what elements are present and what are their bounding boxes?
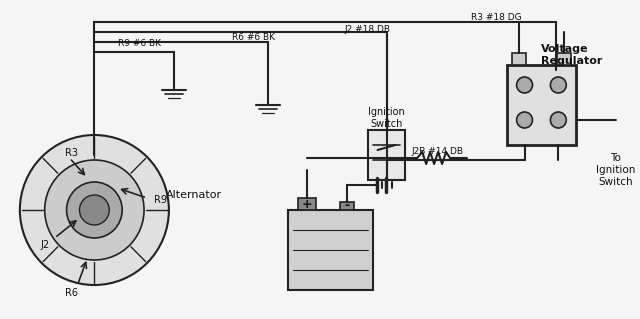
Bar bbox=[340, 202, 354, 210]
Text: Ignition
Switch: Ignition Switch bbox=[368, 107, 405, 129]
Text: Voltage
Regulator: Voltage Regulator bbox=[541, 44, 603, 66]
Text: R9 #6 BK: R9 #6 BK bbox=[118, 39, 161, 48]
Circle shape bbox=[20, 135, 169, 285]
Text: -: - bbox=[344, 199, 349, 212]
Bar bbox=[298, 198, 316, 210]
Text: Alternator: Alternator bbox=[166, 190, 222, 200]
Circle shape bbox=[516, 77, 532, 93]
Text: J2B #14 DB: J2B #14 DB bbox=[411, 147, 463, 157]
Text: J2: J2 bbox=[40, 240, 49, 250]
Text: +: + bbox=[301, 197, 312, 211]
Circle shape bbox=[79, 195, 109, 225]
Circle shape bbox=[550, 112, 566, 128]
Bar bbox=[557, 53, 572, 65]
Bar bbox=[507, 65, 576, 145]
Circle shape bbox=[550, 77, 566, 93]
Bar bbox=[511, 53, 525, 65]
Text: J2 #18 DB: J2 #18 DB bbox=[344, 26, 390, 34]
Bar bbox=[288, 210, 372, 290]
Text: R6 #6 BK: R6 #6 BK bbox=[232, 33, 275, 42]
Bar bbox=[367, 130, 405, 180]
Circle shape bbox=[67, 182, 122, 238]
Text: R9: R9 bbox=[154, 195, 168, 205]
Text: R6: R6 bbox=[65, 288, 78, 298]
Text: R3: R3 bbox=[65, 148, 78, 158]
Circle shape bbox=[45, 160, 144, 260]
Text: R3 #18 DG: R3 #18 DG bbox=[472, 13, 522, 23]
Circle shape bbox=[516, 112, 532, 128]
Text: To
Ignition
Switch: To Ignition Switch bbox=[596, 153, 636, 187]
